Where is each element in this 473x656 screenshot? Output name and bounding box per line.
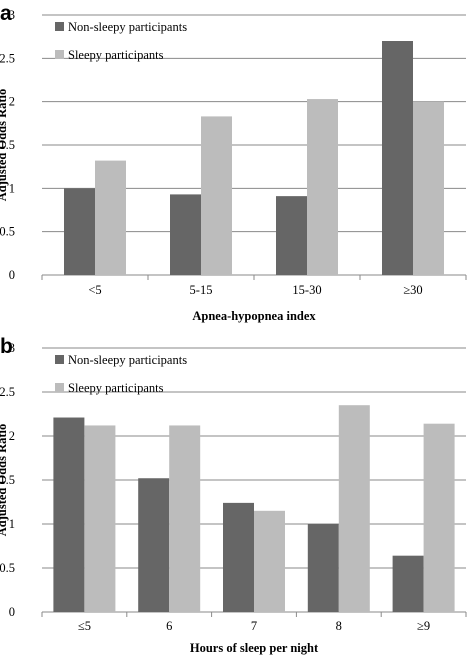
bar-non-sleepy-3 <box>307 524 339 612</box>
y-tick-label: 0 <box>9 605 15 619</box>
y-tick-label: 3 <box>9 8 15 22</box>
y-tick-label: 2.5 <box>0 51 15 65</box>
y-tick-label: 0 <box>9 268 15 282</box>
x-tick-label: ≤5 <box>78 619 91 633</box>
legend-label: Sleepy participants <box>68 381 164 395</box>
x-tick-label: ≥9 <box>417 619 430 633</box>
y-axis-title: Adjusted Odds Ratio <box>0 424 9 537</box>
x-tick-label: 15-30 <box>292 283 321 297</box>
legend: Non-sleepy participants Sleepy participan… <box>55 20 187 62</box>
bar-sleepy-1 <box>201 116 232 276</box>
x-tick-label: 6 <box>166 619 172 633</box>
legend-swatch <box>55 22 64 31</box>
legend-swatch <box>55 50 64 59</box>
y-tick-label: 3 <box>9 341 15 355</box>
x-tick-label: 8 <box>336 619 342 633</box>
y-tick-label: 2 <box>9 429 15 443</box>
bar-non-sleepy-4 <box>392 555 424 612</box>
bar-sleepy-3 <box>338 405 370 612</box>
bar-sleepy-2 <box>254 510 285 612</box>
legend-label: Sleepy participants <box>68 48 164 62</box>
bar-sleepy-0 <box>95 160 126 275</box>
chart-panel-a: a 0 0.5 1 1.5 2 2.5 3 Adjusted Odds Ratio <5 5-15 1… <box>0 2 467 323</box>
bar-sleepy-2 <box>307 99 338 275</box>
panel-label: b <box>0 335 13 358</box>
legend-label: Non-sleepy participants <box>68 353 187 367</box>
chart-panel-b: b 0 0.5 1 1.5 2 2.5 3 Adjusted Odds Ratio ≤5 6 7 8 ≥9… <box>0 335 467 655</box>
bar-sleepy-0 <box>84 425 116 612</box>
bar-non-sleepy-1 <box>170 194 201 275</box>
bar-sleepy-1 <box>169 425 201 612</box>
bar-sleepy-3 <box>413 101 444 276</box>
bar-non-sleepy-0 <box>53 417 85 612</box>
y-tick-label: 2.5 <box>0 385 15 399</box>
y-axis-title: Adjusted Odds Ratio <box>0 89 9 202</box>
y-tick-label: 1 <box>9 517 15 531</box>
legend: Non-sleepy participants Sleepy participan… <box>55 353 187 395</box>
legend-swatch <box>55 383 64 392</box>
y-tick-label: 1.5 <box>0 138 15 152</box>
bar-non-sleepy-3 <box>382 41 413 275</box>
bar-non-sleepy-0 <box>64 188 95 275</box>
y-tick-label: 1 <box>9 181 15 195</box>
x-tick-label: 7 <box>251 619 257 633</box>
legend-swatch <box>55 355 64 364</box>
x-axis-title: Hours of sleep per night <box>190 641 319 655</box>
bar-sleepy-4 <box>423 423 455 612</box>
x-axis-title: Apnea-hypopnea index <box>192 309 316 323</box>
y-tick-label: 2 <box>9 95 15 109</box>
y-tick-label: 1.5 <box>0 473 15 487</box>
x-tick-label: ≥30 <box>403 283 422 297</box>
bar-non-sleepy-2 <box>276 196 307 275</box>
bar-non-sleepy-1 <box>138 478 170 612</box>
y-tick-label: 0.5 <box>0 225 15 239</box>
panel-label: a <box>0 2 12 25</box>
x-tick-label: <5 <box>88 283 101 297</box>
y-tick-label: 0.5 <box>0 561 15 575</box>
bar-non-sleepy-2 <box>223 502 254 612</box>
x-tick-label: 5-15 <box>190 283 213 297</box>
legend-label: Non-sleepy participants <box>68 20 187 34</box>
